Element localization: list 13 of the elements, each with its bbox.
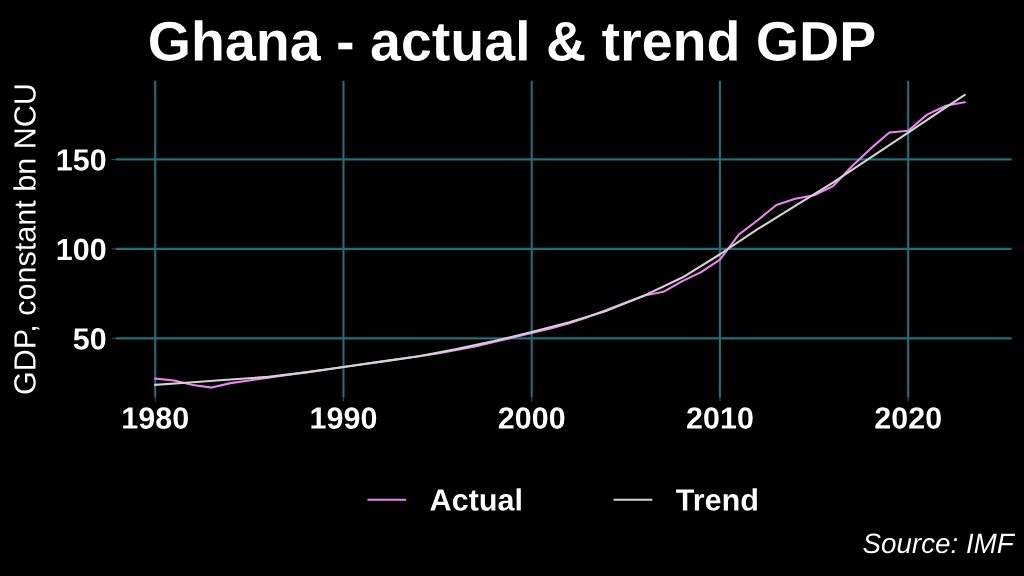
- source-note: Source: IMF: [863, 533, 1016, 554]
- chart-title: Ghana - actual & trend GDP: [150, 20, 875, 61]
- y-tick-label: 100: [57, 238, 106, 261]
- x-tick-label: 1990: [311, 407, 377, 429]
- legend-label: Trend: [676, 488, 757, 511]
- x-tick-label: 1980: [123, 407, 188, 429]
- x-tick-label: 2000: [498, 407, 565, 429]
- y-tick-label: 50: [73, 328, 106, 350]
- x-tick-label: 2010: [687, 407, 753, 429]
- legend-label: Actual: [430, 488, 521, 511]
- x-tick-label: 2020: [875, 407, 941, 429]
- y-tick-label: 150: [57, 149, 106, 171]
- y-axis-title: GDP, constant bn NCU: [13, 85, 40, 394]
